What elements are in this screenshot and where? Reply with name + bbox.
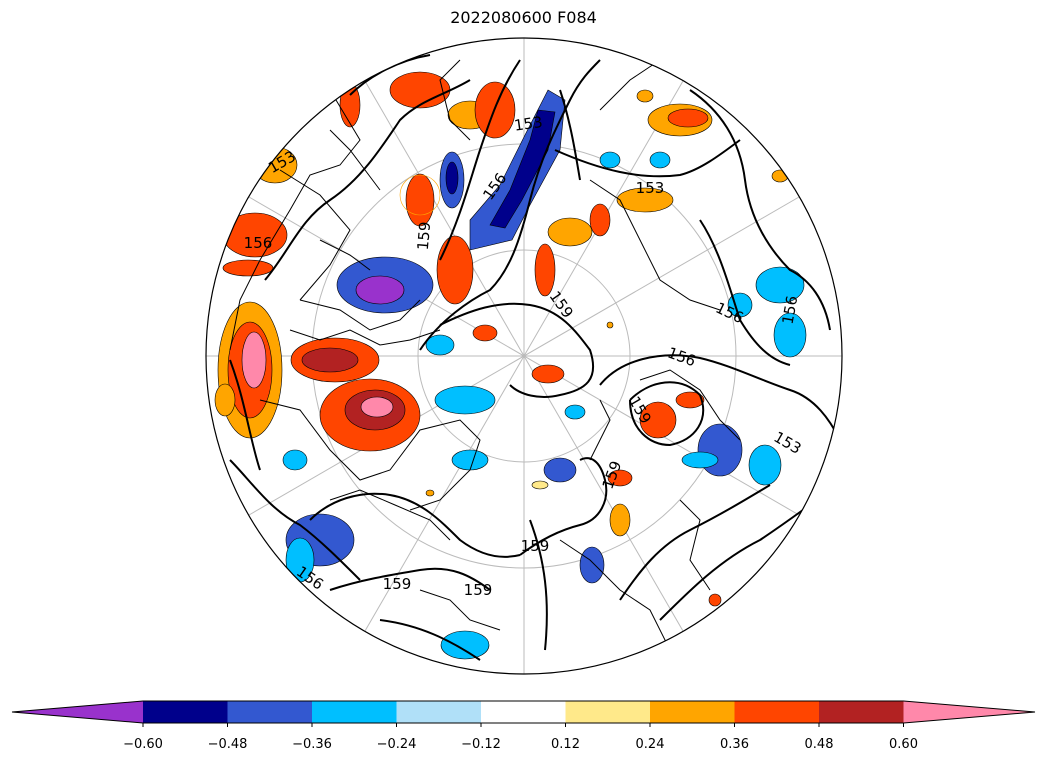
colorbar-segment [734,701,820,723]
contour-label: 156 [244,234,273,252]
colorbar-tick-label: −0.48 [208,737,248,752]
colorbar-tick-label: 0.60 [889,737,918,752]
colorbar-extend-low [12,701,143,723]
colorbar-segment [650,701,735,723]
contour-label: 159 [521,537,550,555]
contour-label: 159 [383,575,412,593]
contour-label: 159 [414,221,434,251]
contour-label: 153 [636,179,665,197]
coastlines [229,59,741,651]
map-boundary [205,37,843,675]
map-title: 2022080600 F084 [450,8,597,27]
colorbar-segment [227,701,313,723]
colorbar-segment [312,701,397,723]
contour-label: 159 [464,581,493,599]
colorbar-tick-label: −0.12 [461,737,501,752]
colorbar-segment [819,701,904,723]
map-disk [206,38,842,674]
colorbar-tick-label: 0.36 [720,737,749,752]
colorbar-tick-label: −0.36 [292,737,332,752]
colorbar-segment [396,701,482,723]
contour-label: 156 [779,294,802,325]
colorbar-segment [481,701,566,723]
contour-label: 159 [546,288,577,322]
contour-label: 153 [513,113,544,135]
anomaly-shading [214,71,807,660]
contour-label: 156 [665,344,698,371]
colorbar: −0.60 −0.48 −0.36 −0.24 −0.12 0.12 0.24 0.36 0.4… [11,700,1036,752]
colorbar-tick-label: 0.12 [551,737,580,752]
colorbar-extend-high [903,701,1035,723]
contour-label: 159 [599,458,626,491]
colorbar-segment [143,701,228,723]
colorbar-tick-label: 0.24 [636,737,665,752]
colorbar-tick-label: 0.48 [805,737,834,752]
colorbar-tick-label: −0.24 [377,737,417,752]
colorbar-segment [565,701,651,723]
colorbar-tick-label: −0.60 [123,737,163,752]
